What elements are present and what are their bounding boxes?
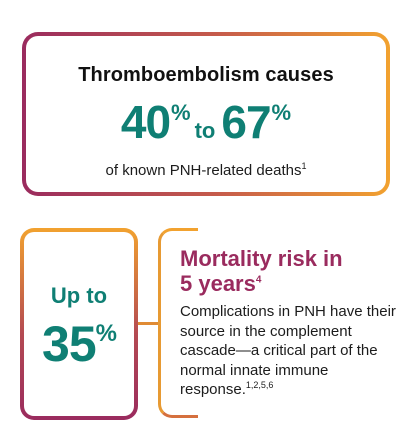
mortality-stat-content: Up to 35%	[24, 232, 134, 416]
mortality-stat-value: 35	[42, 316, 97, 372]
thromboembolism-card-content: Thromboembolism causes 40%to 67% of known…	[26, 36, 386, 192]
mortality-risk-body: Complications in PNH have their source i…	[180, 302, 404, 400]
stat-range-connector: to	[194, 118, 216, 143]
stat-high-unit: %	[271, 100, 292, 125]
mortality-risk-title-line1: Mortality risk in	[180, 246, 343, 271]
thromboembolism-title: Thromboembolism causes	[78, 64, 334, 86]
death-percentage-range: 40%to 67%	[26, 89, 386, 158]
bracket-divider	[158, 228, 198, 418]
mortality-risk-body-text: Complications in PNH have their source i…	[180, 303, 396, 398]
mortality-risk-description: Mortality risk in 5 years4 Complications…	[180, 246, 404, 400]
stat-high-value: 67	[221, 96, 271, 148]
mortality-risk-title-line2-row: 5 years4	[180, 271, 404, 296]
stat-low-value: 40	[120, 96, 171, 148]
mortality-risk-title-reference: 4	[255, 274, 262, 286]
connector-line	[138, 322, 160, 325]
subtitle-text: of known PNH-related deaths	[105, 162, 302, 179]
thromboembolism-card: Thromboembolism causes 40%to 67% of known…	[22, 32, 390, 196]
stat-low-unit: %	[171, 100, 191, 125]
thromboembolism-subtitle: of known PNH-related deaths1	[26, 162, 386, 180]
mortality-stat-prefix: Up to	[50, 283, 108, 308]
mortality-stat-unit: %	[95, 320, 117, 347]
mortality-risk-title: Mortality risk in 5 years4	[180, 246, 404, 296]
mortality-stat-value-row: 35%	[24, 308, 134, 370]
subtitle-reference: 1	[301, 161, 307, 171]
mortality-stat-card: Up to 35%	[20, 228, 138, 420]
mortality-risk-title-line2: 5 years	[180, 271, 256, 296]
mortality-risk-body-reference: 1,2,5,6	[245, 380, 274, 390]
